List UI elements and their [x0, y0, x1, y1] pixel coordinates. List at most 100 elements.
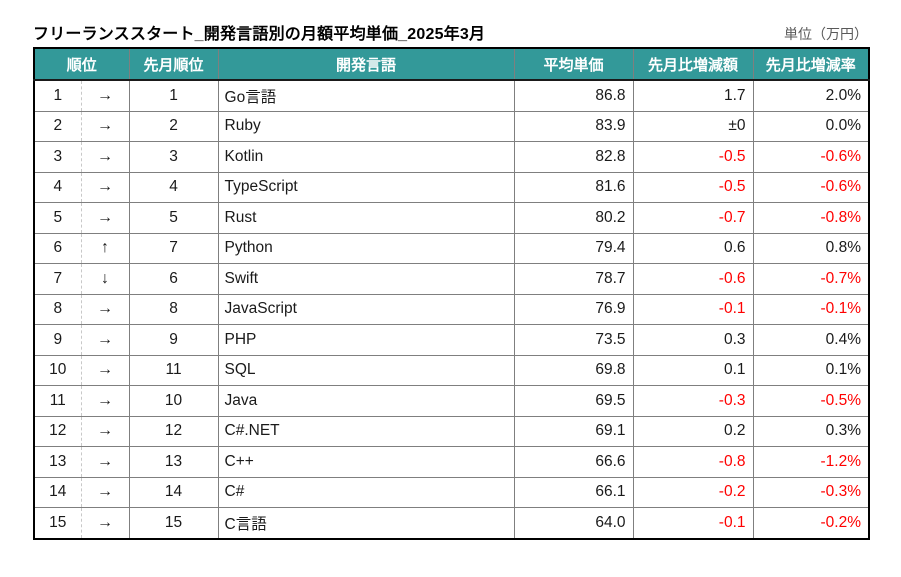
table-row: 7 ↓ 6 Swift 78.7 -0.6 -0.7%	[33, 263, 870, 295]
mom-rate-cell: -0.6%	[752, 141, 870, 173]
language-cell: TypeScript	[217, 171, 515, 203]
prev-rank-cell: 14	[128, 476, 219, 508]
language-cell: Kotlin	[217, 141, 515, 173]
trend-arrow-icon: →	[80, 415, 130, 447]
mom-rate-cell: 0.8%	[752, 232, 870, 264]
prev-rank-cell: 2	[128, 110, 219, 142]
rank-cell: 8	[33, 293, 82, 325]
table-row: 10 → 11 SQL 69.8 0.1 0.1%	[33, 354, 870, 386]
rank-cell: 12	[33, 415, 82, 447]
language-cell: C言語	[217, 507, 515, 539]
rank-cell: 9	[33, 324, 82, 356]
trend-arrow-icon: ↓	[80, 263, 130, 295]
trend-arrow-icon: →	[80, 79, 130, 112]
rank-cell: 2	[33, 110, 82, 142]
trend-arrow-icon: →	[80, 202, 130, 234]
header-prev-rank: 先月順位	[128, 47, 219, 81]
trend-arrow-icon: →	[80, 476, 130, 508]
table-row: 9 → 9 PHP 73.5 0.3 0.4%	[33, 324, 870, 356]
avg-price-cell: 82.8	[513, 141, 634, 173]
avg-price-cell: 64.0	[513, 507, 634, 539]
mom-rate-cell: -0.8%	[752, 202, 870, 234]
table-row: 6 ↑ 7 Python 79.4 0.6 0.8%	[33, 232, 870, 264]
language-cell: Ruby	[217, 110, 515, 142]
trend-arrow-icon: →	[80, 446, 130, 478]
mom-rate-cell: 0.1%	[752, 354, 870, 386]
prev-rank-cell: 8	[128, 293, 219, 325]
table-row: 1 → 1 Go言語 86.8 1.7 2.0%	[33, 79, 870, 112]
prev-rank-cell: 10	[128, 385, 219, 417]
language-cell: SQL	[217, 354, 515, 386]
rank-cell: 11	[33, 385, 82, 417]
header-language: 開発言語	[217, 47, 515, 81]
avg-price-cell: 66.1	[513, 476, 634, 508]
title-bar: フリーランススタート_開発言語別の月額平均単価_2025年3月 単位（万円）	[33, 16, 868, 44]
prev-rank-cell: 9	[128, 324, 219, 356]
mom-rate-cell: 0.4%	[752, 324, 870, 356]
table-row: 15 → 15 C言語 64.0 -0.1 -0.2%	[33, 507, 870, 539]
mom-rate-cell: 0.0%	[752, 110, 870, 142]
avg-price-cell: 66.6	[513, 446, 634, 478]
rank-cell: 7	[33, 263, 82, 295]
table-row: 12 → 12 C#.NET 69.1 0.2 0.3%	[33, 415, 870, 447]
header-rank: 順位	[33, 47, 130, 81]
table-row: 2 → 2 Ruby 83.9 ±0 0.0%	[33, 110, 870, 142]
mom-rate-cell: -1.2%	[752, 446, 870, 478]
avg-price-cell: 73.5	[513, 324, 634, 356]
avg-price-cell: 69.8	[513, 354, 634, 386]
rank-cell: 4	[33, 171, 82, 203]
rank-cell: 15	[33, 507, 82, 539]
mom-diff-cell: ±0	[632, 110, 754, 142]
trend-arrow-icon: →	[80, 507, 130, 539]
prev-rank-cell: 6	[128, 263, 219, 295]
ranking-table: 順位 先月順位 開発言語 平均単価 先月比増減額 先月比増減率 1 → 1 Go…	[33, 47, 871, 540]
rank-cell: 13	[33, 446, 82, 478]
prev-rank-cell: 12	[128, 415, 219, 447]
prev-rank-cell: 5	[128, 202, 219, 234]
mom-diff-cell: -0.8	[632, 446, 754, 478]
language-cell: C++	[217, 446, 515, 478]
page: フリーランススタート_開発言語別の月額平均単価_2025年3月 単位（万円） 順…	[33, 16, 871, 540]
mom-rate-cell: -0.7%	[752, 263, 870, 295]
mom-diff-cell: -0.2	[632, 476, 754, 508]
avg-price-cell: 80.2	[513, 202, 634, 234]
mom-rate-cell: -0.1%	[752, 293, 870, 325]
avg-price-cell: 86.8	[513, 79, 634, 112]
table-row: 5 → 5 Rust 80.2 -0.7 -0.8%	[33, 202, 870, 234]
prev-rank-cell: 13	[128, 446, 219, 478]
language-cell: Python	[217, 232, 515, 264]
header-mom-rate: 先月比増減率	[752, 47, 870, 81]
table-body: 1 → 1 Go言語 86.8 1.7 2.0% 2 → 2 Ruby 83.9…	[33, 79, 870, 539]
avg-price-cell: 83.9	[513, 110, 634, 142]
mom-diff-cell: -0.1	[632, 293, 754, 325]
mom-diff-cell: -0.6	[632, 263, 754, 295]
table-row: 13 → 13 C++ 66.6 -0.8 -1.2%	[33, 446, 870, 478]
mom-diff-cell: 1.7	[632, 79, 754, 112]
prev-rank-cell: 1	[128, 79, 219, 112]
mom-diff-cell: -0.5	[632, 141, 754, 173]
prev-rank-cell: 3	[128, 141, 219, 173]
table-row: 3 → 3 Kotlin 82.8 -0.5 -0.6%	[33, 141, 870, 173]
mom-diff-cell: 0.3	[632, 324, 754, 356]
mom-diff-cell: -0.5	[632, 171, 754, 203]
table-row: 4 → 4 TypeScript 81.6 -0.5 -0.6%	[33, 171, 870, 203]
header-row: 順位 先月順位 開発言語 平均単価 先月比増減額 先月比増減率	[33, 47, 870, 81]
language-cell: JavaScript	[217, 293, 515, 325]
avg-price-cell: 76.9	[513, 293, 634, 325]
rank-cell: 3	[33, 141, 82, 173]
trend-arrow-icon: →	[80, 171, 130, 203]
language-cell: PHP	[217, 324, 515, 356]
rank-cell: 6	[33, 232, 82, 264]
language-cell: Go言語	[217, 79, 515, 112]
language-cell: Java	[217, 385, 515, 417]
trend-arrow-icon: →	[80, 293, 130, 325]
mom-rate-cell: 2.0%	[752, 79, 870, 112]
mom-diff-cell: 0.2	[632, 415, 754, 447]
language-cell: C#	[217, 476, 515, 508]
table-row: 11 → 10 Java 69.5 -0.3 -0.5%	[33, 385, 870, 417]
mom-diff-cell: -0.1	[632, 507, 754, 539]
avg-price-cell: 69.5	[513, 385, 634, 417]
header-mom-diff: 先月比増減額	[632, 47, 754, 81]
mom-rate-cell: 0.3%	[752, 415, 870, 447]
language-cell: C#.NET	[217, 415, 515, 447]
